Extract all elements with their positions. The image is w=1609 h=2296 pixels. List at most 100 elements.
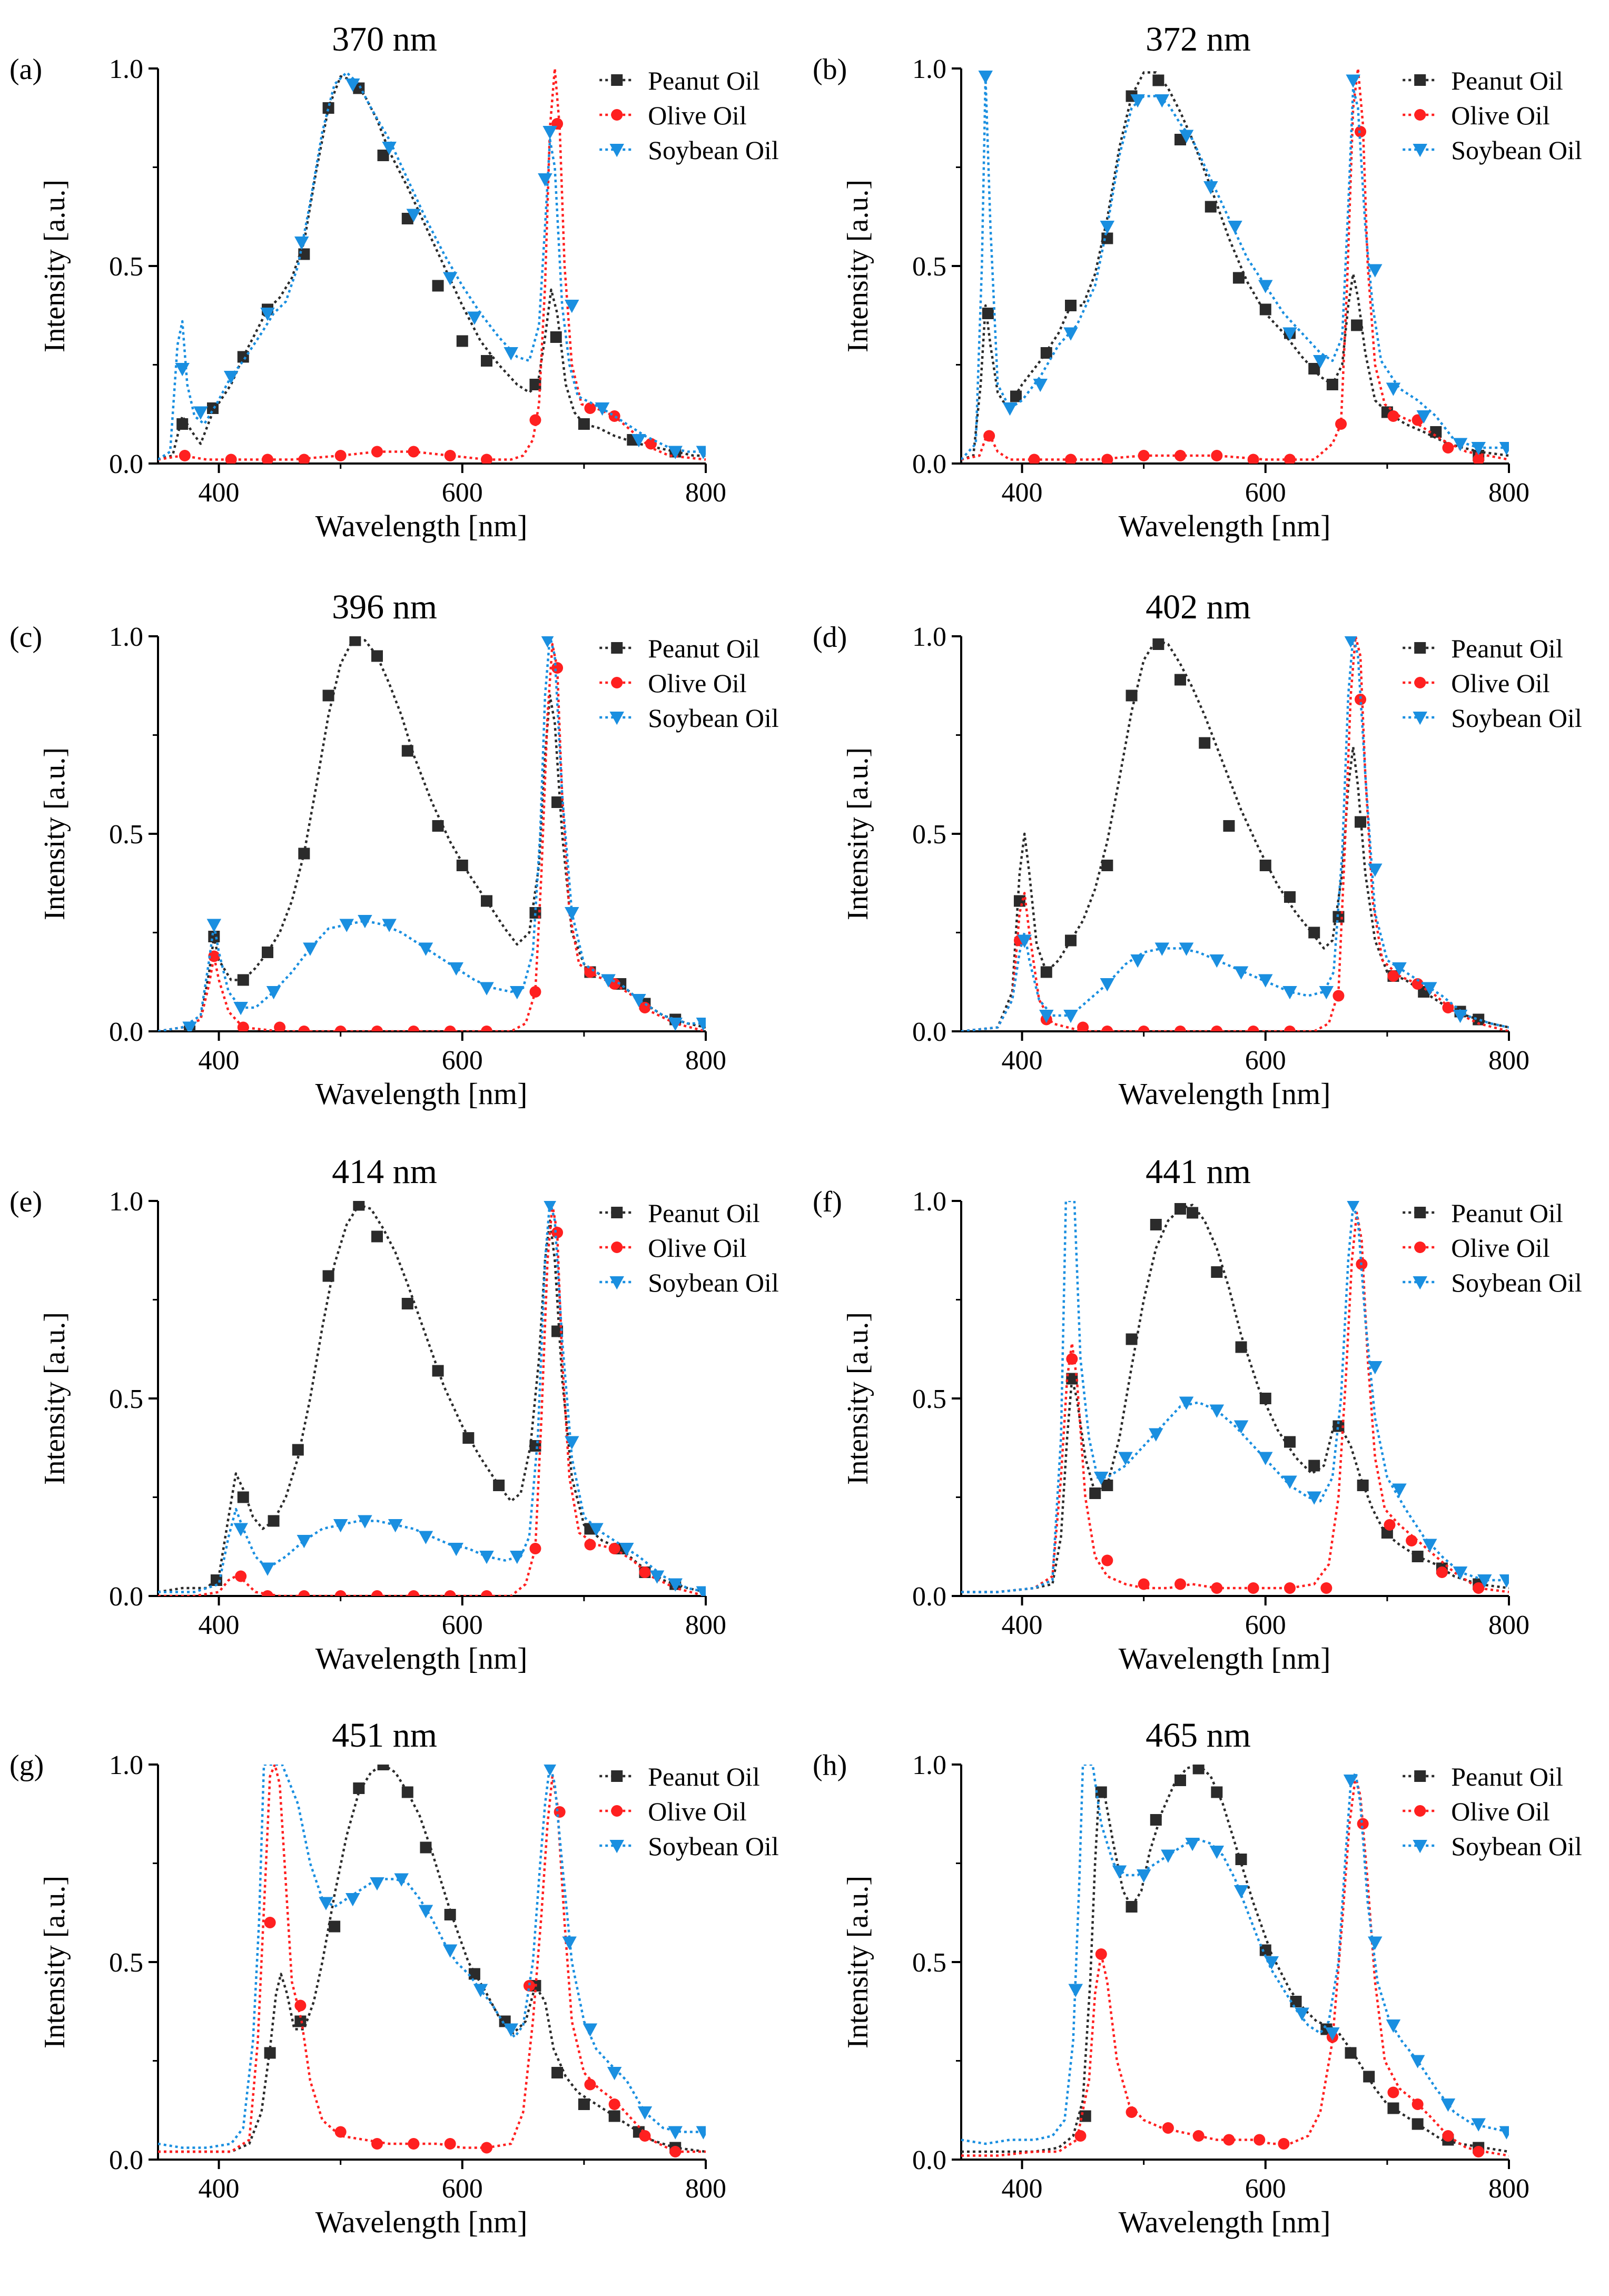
data-point: [1040, 347, 1052, 359]
legend-label: Soybean Oil: [1451, 1831, 1582, 1861]
x-tick-label: 600: [1245, 1610, 1286, 1640]
data-point: [1392, 962, 1407, 976]
data-point: [1368, 1936, 1383, 1950]
series-line-olive-oil: [961, 1775, 1509, 2157]
data-point: [294, 1999, 307, 2012]
data-point: [1386, 2019, 1401, 2033]
data-point: [1411, 2118, 1424, 2130]
y-tick-label: 0.5: [109, 1948, 143, 1978]
data-point: [639, 1566, 651, 1578]
data-point: [481, 355, 492, 367]
x-axis-label: Wavelength [nm]: [1119, 1077, 1331, 1111]
plot-area: [158, 636, 706, 1031]
legend-label: Peanut Oil: [1451, 66, 1563, 95]
data-point: [468, 1968, 480, 1980]
x-tick-label: 600: [442, 1610, 483, 1640]
data-point: [1233, 1420, 1249, 1434]
data-point: [1209, 954, 1225, 968]
data-point: [696, 1586, 706, 1596]
data-point: [565, 300, 579, 313]
data-point: [1259, 1944, 1271, 1956]
legend-marker: [1414, 642, 1426, 654]
data-point: [408, 2138, 420, 2150]
data-point: [1406, 1535, 1418, 1546]
data-point: [578, 418, 590, 430]
legend-label: Soybean Oil: [648, 703, 779, 733]
data-point: [1101, 1026, 1113, 1031]
legend: Peanut Oil Olive Oil Soybean Oil: [599, 1198, 779, 1297]
data-point: [481, 454, 492, 464]
data-point: [1192, 2130, 1205, 2142]
y-tick-label: 0.5: [109, 820, 143, 850]
data-point: [1320, 1582, 1332, 1594]
data-point: [1436, 1566, 1448, 1578]
data-point: [1335, 418, 1347, 430]
data-point: [449, 962, 463, 976]
data-point: [225, 454, 237, 464]
data-point: [1039, 1010, 1054, 1023]
data-point: [1473, 1013, 1485, 1026]
data-point: [462, 1432, 475, 1444]
data-point: [1223, 820, 1235, 832]
data-point: [456, 860, 468, 871]
data-point: [298, 848, 310, 860]
data-point: [1095, 1786, 1107, 1798]
data-point: [1473, 1582, 1485, 1594]
data-point: [322, 689, 334, 702]
data-point: [1326, 379, 1338, 390]
data-point: [645, 438, 657, 450]
series-line-olive-oil: [158, 643, 706, 1031]
data-point: [237, 974, 249, 986]
data-point: [696, 2126, 706, 2140]
data-point: [584, 966, 596, 978]
data-point: [1152, 74, 1164, 86]
data-point: [1101, 454, 1113, 464]
data-point: [510, 1551, 525, 1564]
data-point: [578, 2098, 590, 2110]
data-point: [668, 2126, 683, 2140]
data-point: [1247, 454, 1259, 464]
data-point: [298, 454, 310, 464]
data-point: [1453, 1566, 1468, 1580]
chart-title: 370 nm: [332, 20, 437, 58]
data-point: [544, 1201, 557, 1213]
x-axis-label: Wavelength [nm]: [315, 2205, 528, 2239]
data-point: [401, 745, 413, 757]
data-point: [542, 126, 557, 140]
legend-marker: [611, 74, 623, 86]
data-point: [1223, 2134, 1235, 2146]
data-point: [523, 1980, 535, 1992]
data-point: [1149, 1428, 1163, 1442]
data-point: [607, 2067, 622, 2081]
data-point: [444, 2138, 456, 2150]
data-point: [444, 450, 456, 461]
data-point: [1094, 1472, 1109, 1485]
data-point: [1347, 1201, 1360, 1213]
chart-panel-7: 400 600 800 0.0 0.5 1.0 Wavelength [nm] Intensi…: [813, 1716, 1582, 2239]
y-axis-label: Intensity [a.u.]: [842, 1312, 874, 1485]
x-tick-label: 400: [199, 478, 240, 508]
data-point: [1010, 390, 1022, 402]
data-point: [551, 1325, 564, 1337]
data-point: [1033, 379, 1048, 392]
data-point: [420, 1841, 432, 1854]
data-point: [479, 1551, 494, 1564]
data-point: [510, 986, 525, 1000]
data-point: [349, 636, 361, 646]
data-point: [1211, 1786, 1223, 1798]
data-point: [1174, 1578, 1186, 1590]
legend-label: Olive Oil: [648, 668, 746, 698]
data-point: [1258, 974, 1273, 988]
data-point: [1130, 954, 1145, 968]
data-point: [1344, 636, 1357, 648]
data-point: [1284, 891, 1296, 903]
data-point: [444, 1026, 456, 1031]
data-point: [394, 1873, 409, 1887]
data-point: [1355, 816, 1367, 828]
series-line-olive-oil: [158, 68, 706, 461]
data-point: [1295, 2007, 1309, 2021]
data-point: [1307, 1491, 1321, 1505]
data-point: [1138, 450, 1150, 461]
panel-label: (a): [9, 53, 42, 86]
y-tick-label: 1.0: [109, 1187, 143, 1217]
